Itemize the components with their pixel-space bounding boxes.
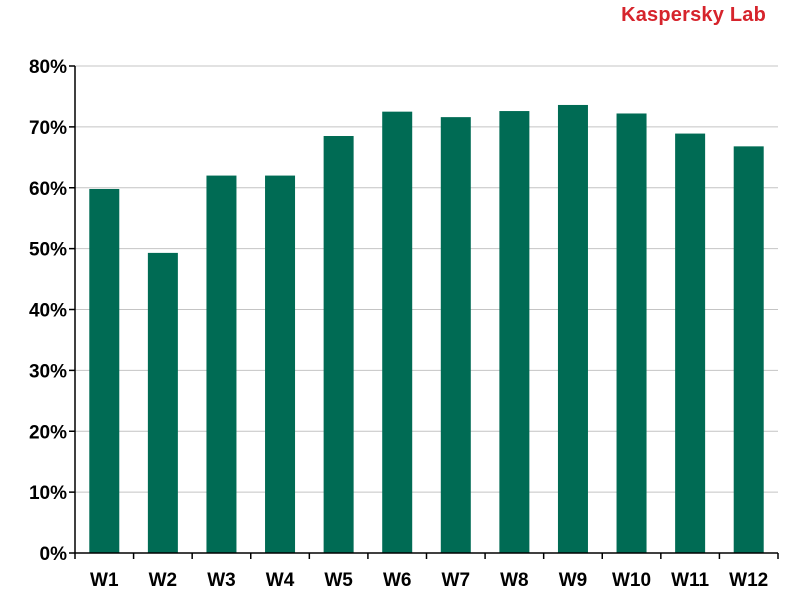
bars	[89, 104, 764, 554]
y-tick-label: 70%	[29, 118, 67, 139]
bar	[323, 136, 354, 553]
x-tick-label: W1	[90, 570, 119, 591]
x-tick-label: W5	[324, 570, 353, 591]
y-axis-ticks: 0% 10% 20% 30% 40% 50% 60% 70% 80%	[29, 57, 75, 565]
x-tick-label: W2	[149, 570, 178, 591]
x-tick-label: W4	[266, 570, 295, 591]
y-tick-label: 0%	[40, 544, 68, 565]
x-tick-label: W7	[442, 570, 471, 591]
bar	[557, 104, 588, 554]
y-tick-label: 10%	[29, 483, 67, 504]
y-tick-label: 20%	[29, 422, 67, 443]
y-tick-label: 40%	[29, 301, 67, 322]
bar	[675, 133, 706, 554]
bar	[733, 146, 764, 554]
bar	[206, 175, 237, 553]
bar	[440, 117, 471, 553]
x-tick-label: W9	[559, 570, 588, 591]
bar	[382, 111, 413, 553]
gridlines	[75, 65, 778, 493]
y-tick-label: 50%	[29, 240, 67, 261]
x-axis-ticks: W1 W2 W3 W4 W5 W6 W7 W8 W9 W10 W11 W12	[74, 553, 779, 591]
bar	[499, 111, 530, 554]
x-tick-label: W8	[500, 570, 529, 591]
bar	[147, 252, 178, 554]
x-tick-label: W11	[671, 570, 709, 591]
x-tick-label: W6	[383, 570, 412, 591]
bar	[616, 113, 647, 554]
bar	[89, 188, 120, 553]
y-tick-label: 80%	[29, 57, 67, 78]
bar	[265, 175, 296, 553]
x-tick-label: W3	[207, 570, 236, 591]
brand-logo-text: Kaspersky Lab	[621, 4, 766, 26]
y-tick-label: 30%	[29, 361, 67, 382]
x-tick-label: W12	[729, 570, 768, 591]
x-tick-label: W10	[612, 570, 651, 591]
y-tick-label: 60%	[29, 179, 67, 200]
